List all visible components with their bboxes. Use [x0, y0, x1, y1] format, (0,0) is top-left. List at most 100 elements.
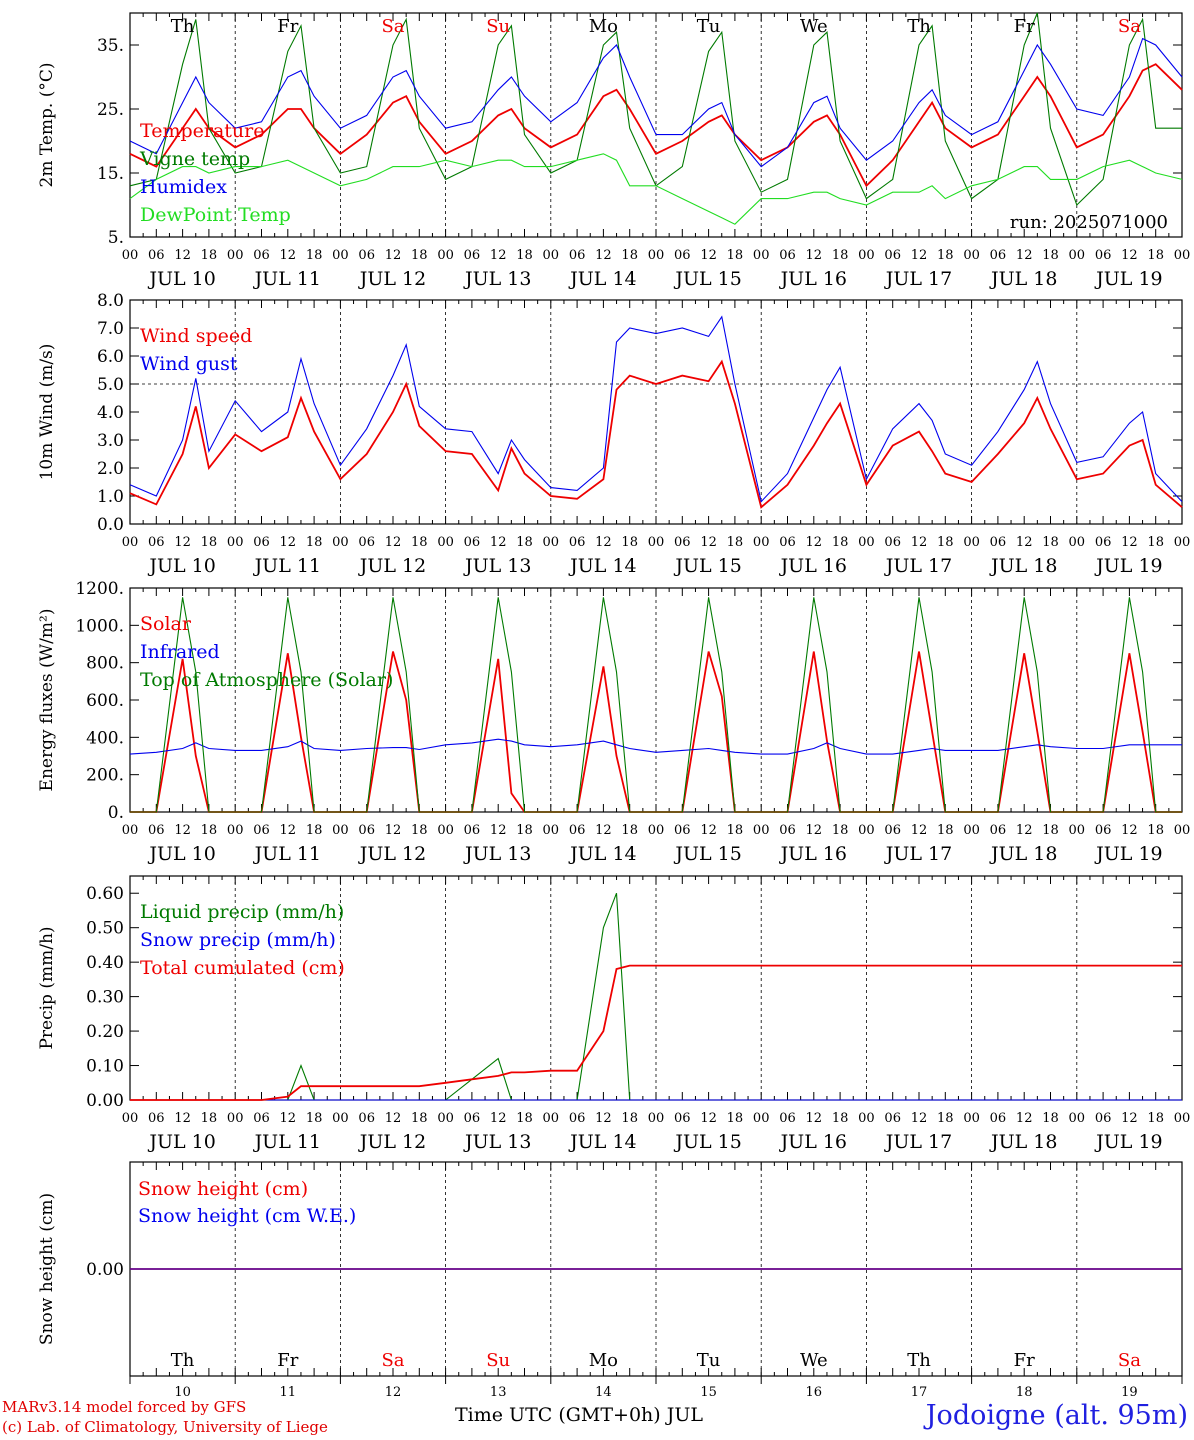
legend-entry: DewPoint Temp — [140, 204, 291, 226]
hour-tick-label: 12 — [911, 823, 928, 838]
hour-tick-label: 18 — [411, 1111, 428, 1126]
hour-tick-label: 00 — [227, 1111, 244, 1126]
hour-tick-label: 12 — [806, 535, 823, 550]
hour-tick-label: 12 — [1016, 1111, 1033, 1126]
hour-tick-label: 18 — [937, 1111, 954, 1126]
date-label: JUL 17 — [884, 1131, 952, 1153]
series-line-total-cumulated-cm- — [130, 964, 1182, 1101]
hour-tick-label: 06 — [148, 1111, 165, 1126]
y-tick-label: 0.50 — [86, 919, 124, 939]
hour-tick-label: 00 — [963, 535, 980, 550]
hour-tick-label: 18 — [516, 535, 533, 550]
date-label: JUL 14 — [568, 843, 636, 865]
hour-tick-label: 12 — [280, 1111, 297, 1126]
hour-tick-label: 06 — [674, 823, 691, 838]
hour-tick-label: 18 — [1147, 535, 1164, 550]
y-tick-label: 600. — [86, 691, 124, 711]
hour-tick-label: 00 — [543, 1111, 560, 1126]
legend-entry: Snow height (cm W.E.) — [138, 1205, 356, 1227]
hour-tick-label: 06 — [464, 535, 481, 550]
y-tick-label: 1000. — [75, 616, 124, 636]
hour-tick-label: 12 — [595, 535, 612, 550]
y-tick-label: 25. — [97, 100, 124, 120]
series-line-top-of-atmosphere-solar- — [130, 597, 1182, 813]
hour-tick-label: 00 — [332, 1111, 349, 1126]
date-label: JUL 12 — [358, 843, 426, 865]
hour-tick-label: 12 — [1016, 248, 1033, 263]
hour-tick-label: 06 — [253, 823, 270, 838]
hour-tick-label: 18 — [516, 248, 533, 263]
hour-tick-label: 12 — [174, 248, 191, 263]
weekday-label: Sa — [381, 1350, 404, 1371]
hour-tick-label: 00 — [332, 823, 349, 838]
hour-tick-label: 12 — [911, 248, 928, 263]
y-tick-label: 0.30 — [86, 988, 124, 1008]
day-number-label: 13 — [490, 1385, 507, 1400]
hour-tick-label: 00 — [1069, 1111, 1086, 1126]
hour-tick-label: 18 — [621, 535, 638, 550]
legend-entry: Temperature — [140, 120, 264, 142]
hour-tick-label: 00 — [1174, 535, 1191, 550]
weekday-label: Sa — [1118, 1350, 1141, 1371]
hour-tick-label: 18 — [832, 823, 849, 838]
hour-tick-label: 00 — [1069, 823, 1086, 838]
date-label: JUL 19 — [1094, 555, 1162, 577]
hour-tick-label: 18 — [937, 823, 954, 838]
date-label: JUL 19 — [1094, 268, 1162, 290]
legend-entry: Vigne temp — [139, 148, 250, 170]
day-number-label: 18 — [1016, 1385, 1033, 1400]
y-tick-label: 15. — [97, 164, 124, 184]
y-axis-label: Precip (mm/h) — [37, 926, 57, 1049]
hour-tick-label: 12 — [174, 1111, 191, 1126]
day-number-label: 14 — [595, 1385, 612, 1400]
date-label: JUL 16 — [779, 268, 847, 290]
date-label: JUL 13 — [463, 268, 531, 290]
hour-tick-label: 18 — [1042, 248, 1059, 263]
hour-tick-label: 00 — [227, 248, 244, 263]
run-label: run: 2025071000 — [1010, 212, 1168, 233]
hour-tick-label: 06 — [990, 823, 1007, 838]
weekday-label: Th — [907, 16, 931, 37]
day-number-label: 11 — [280, 1385, 297, 1400]
hour-tick-label: 00 — [648, 248, 665, 263]
hour-tick-label: 00 — [543, 248, 560, 263]
series-line-humidex — [129, 37, 1183, 168]
hour-tick-label: 06 — [779, 1111, 796, 1126]
hour-tick-label: 06 — [358, 823, 375, 838]
hour-tick-label: 18 — [727, 248, 744, 263]
date-label: JUL 10 — [147, 1131, 215, 1153]
date-label: JUL 16 — [779, 843, 847, 865]
legend-entry: Total cumulated (cm) — [140, 957, 345, 979]
hour-tick-label: 06 — [358, 535, 375, 550]
hour-tick-label: 12 — [280, 535, 297, 550]
hour-tick-label: 18 — [832, 1111, 849, 1126]
hour-tick-label: 00 — [437, 248, 454, 263]
weekday-label: Mo — [589, 1350, 618, 1371]
hour-tick-label: 18 — [411, 248, 428, 263]
date-label: JUL 17 — [884, 268, 952, 290]
hour-tick-label: 00 — [1069, 535, 1086, 550]
hour-tick-label: 00 — [1069, 248, 1086, 263]
day-number-label: 10 — [174, 1385, 191, 1400]
date-label: JUL 11 — [253, 268, 321, 290]
hour-tick-label: 00 — [1174, 823, 1191, 838]
hour-tick-label: 06 — [674, 1111, 691, 1126]
y-axis-label: 10m Wind (m/s) — [37, 344, 57, 481]
hour-tick-label: 12 — [806, 1111, 823, 1126]
series-line-wind-gust — [129, 315, 1183, 503]
hour-tick-label: 12 — [280, 248, 297, 263]
hour-tick-label: 06 — [1095, 248, 1112, 263]
date-label: JUL 17 — [884, 843, 952, 865]
y-tick-label: 1.0 — [97, 487, 124, 507]
hour-tick-label: 18 — [411, 535, 428, 550]
hour-tick-label: 06 — [464, 248, 481, 263]
hour-tick-label: 12 — [595, 823, 612, 838]
hour-tick-label: 00 — [437, 535, 454, 550]
hour-tick-label: 06 — [990, 1111, 1007, 1126]
y-tick-label: 6.0 — [97, 347, 124, 367]
hour-tick-label: 06 — [990, 535, 1007, 550]
weekday-label: Mo — [589, 16, 618, 37]
date-label: JUL 19 — [1094, 1131, 1162, 1153]
hour-tick-label: 12 — [174, 535, 191, 550]
